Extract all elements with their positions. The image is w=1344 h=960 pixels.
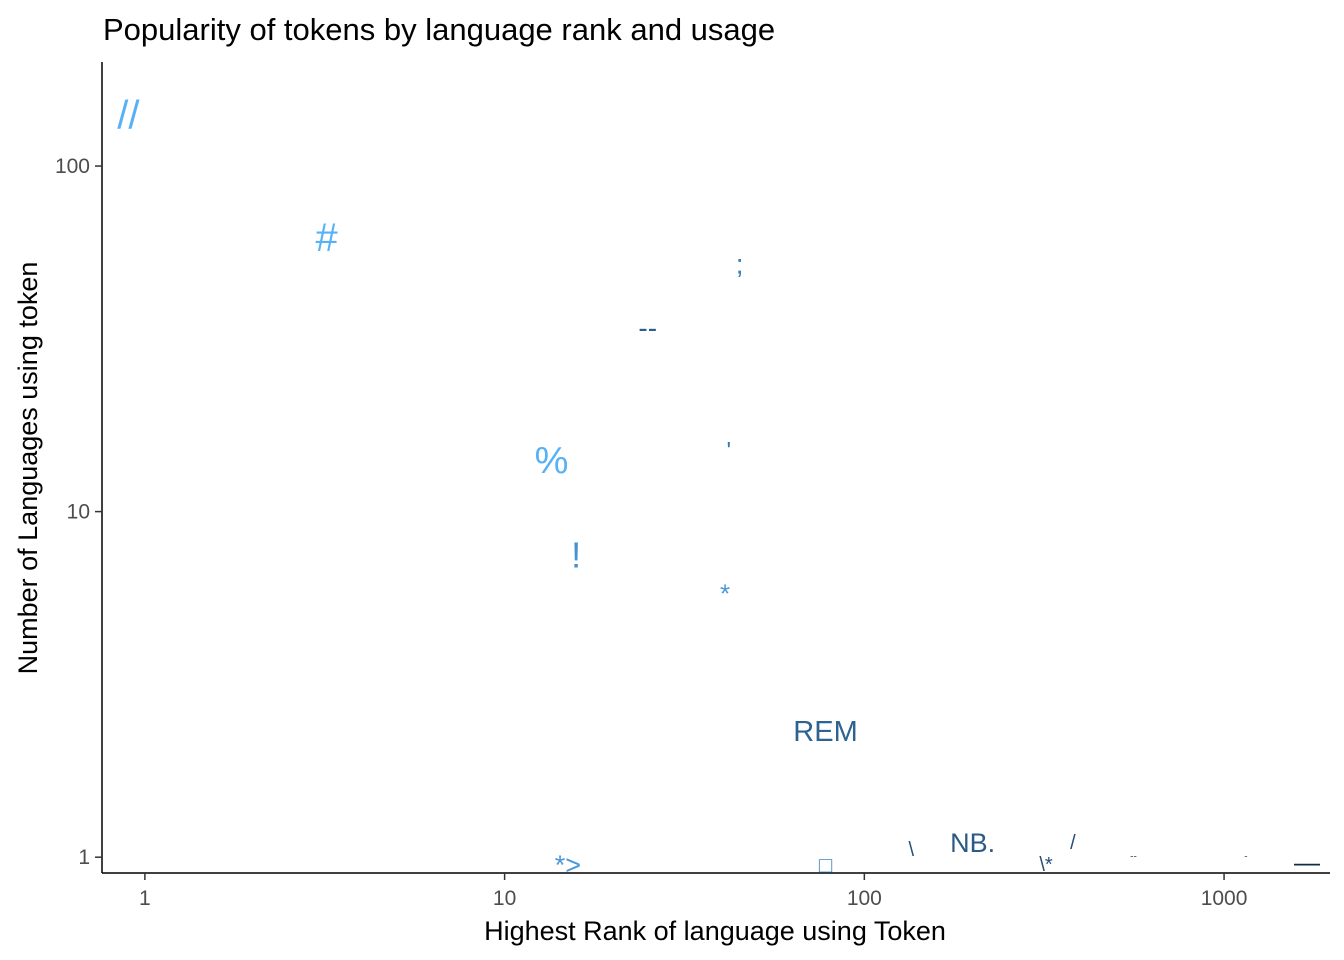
token-point: -- [1130, 852, 1137, 863]
x-tick-label: 10 [493, 887, 516, 910]
token-point: ! [571, 534, 581, 575]
token-point: - [1244, 852, 1247, 863]
token-point: ' [727, 437, 732, 464]
x-ticks: 1 10 100 1000 [139, 873, 1247, 910]
y-tick-label: 100 [55, 155, 90, 178]
token-point: — [1294, 847, 1320, 877]
token-point: ; [736, 249, 744, 280]
token-point: □ [819, 852, 832, 877]
data-points: //#;--% '!*REMNB.\/*> □ \* -- - — [117, 94, 1320, 880]
x-axis-title: Highest Rank of language using Token [484, 916, 946, 946]
token-point: NB. [950, 828, 995, 858]
y-axis-title: Number of Languages using token [13, 262, 43, 675]
x-tick-label: 100 [847, 887, 882, 910]
token-point: % [535, 440, 569, 482]
token-point: \* [1039, 854, 1053, 876]
x-tick-label: 1 [139, 887, 151, 910]
token-point: / [1070, 832, 1076, 854]
y-ticks: 1 10 100 [55, 155, 102, 869]
token-point: REM [793, 716, 857, 748]
axes [101, 62, 1330, 874]
token-point: \ [908, 839, 914, 861]
token-point: # [315, 216, 338, 260]
y-tick-label: 10 [67, 501, 90, 524]
token-point: *> [555, 850, 581, 880]
x-tick-label: 1000 [1201, 887, 1248, 910]
token-point: // [117, 94, 140, 138]
y-tick-label: 1 [78, 846, 90, 869]
token-point: -- [638, 312, 657, 343]
token-point: * [720, 578, 730, 608]
chart-title: Popularity of tokens by language rank an… [103, 12, 775, 47]
